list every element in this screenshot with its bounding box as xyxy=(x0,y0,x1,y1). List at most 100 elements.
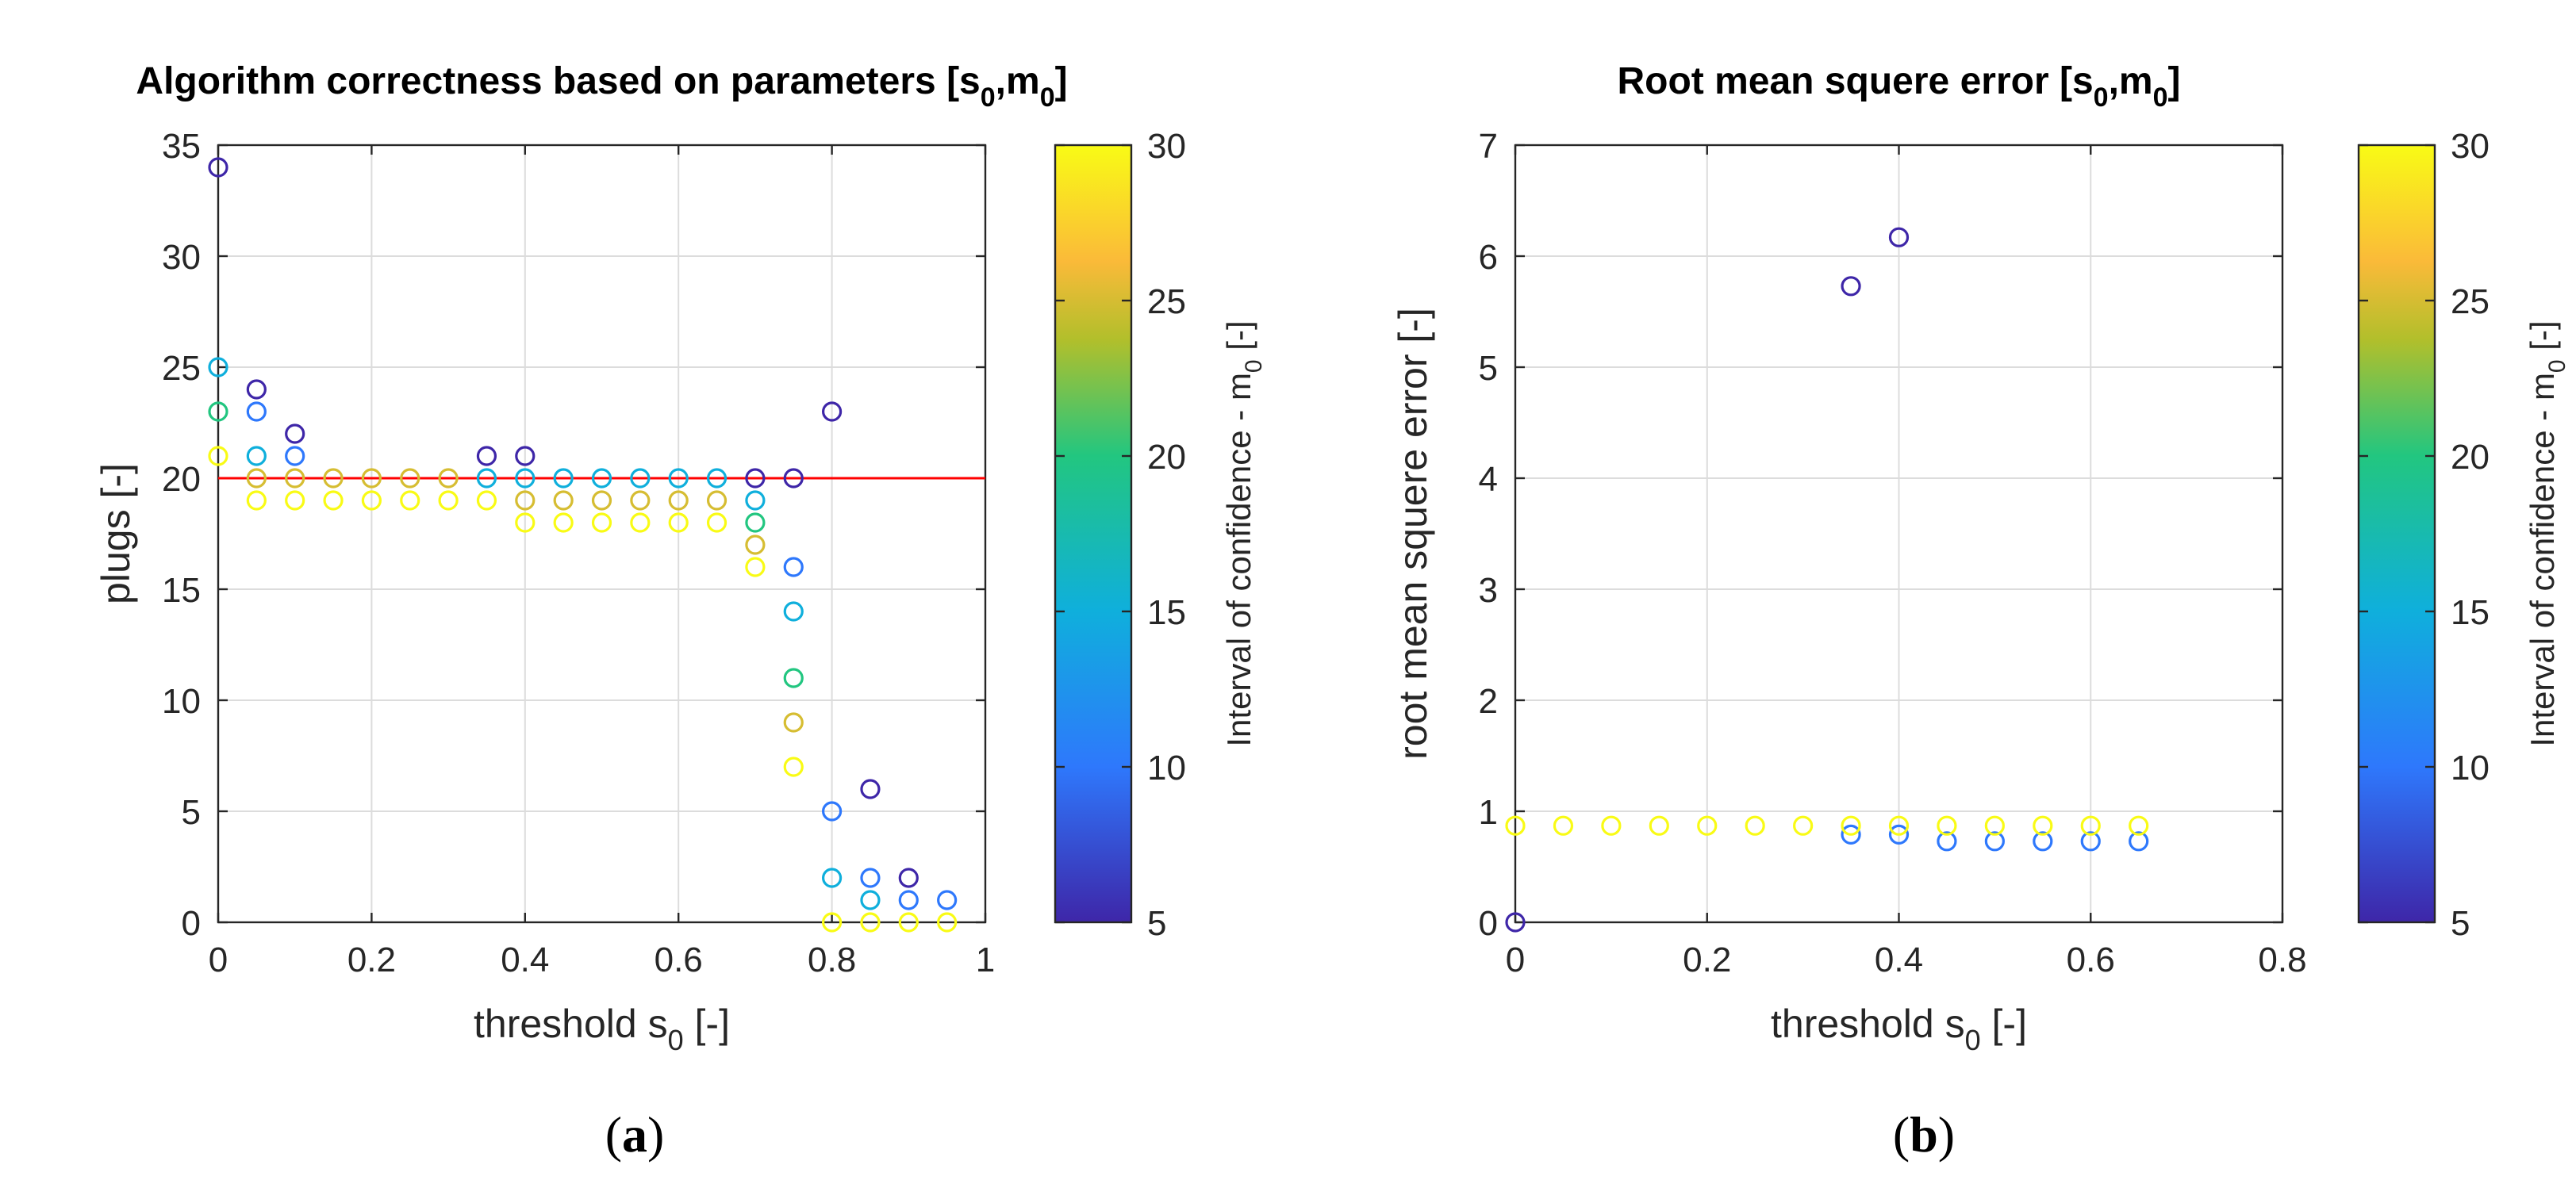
colorbar-tick-label: 20 xyxy=(1147,438,1186,477)
x-tick-label: 0.6 xyxy=(2067,941,2115,979)
series-m0-5 xyxy=(1505,227,1910,933)
x-axis-label-text: threshold s xyxy=(1771,1002,1965,1046)
data-point xyxy=(285,423,305,444)
data-point xyxy=(2129,831,2149,852)
y-tick-label: 25 xyxy=(162,349,201,388)
colorbar-frame xyxy=(1054,144,1133,924)
panel-label-paren: ) xyxy=(647,1106,664,1163)
panel-label: (b) xyxy=(1893,1106,1955,1163)
data-point xyxy=(285,490,305,511)
data-point xyxy=(1984,831,2005,852)
panel-label-letter: a xyxy=(622,1106,647,1163)
data-point xyxy=(400,490,420,511)
plot-area-frame xyxy=(217,144,987,924)
data-point xyxy=(208,357,228,377)
x-axis-label-text: [-] xyxy=(1981,1002,2027,1046)
x-tick-label: 1 xyxy=(976,941,995,979)
data-point xyxy=(898,868,919,888)
panel-label: (a) xyxy=(605,1106,665,1163)
data-point xyxy=(630,468,651,489)
data-point xyxy=(706,512,727,533)
chart-title-subscript: 0 xyxy=(2153,82,2168,113)
data-point xyxy=(323,490,344,511)
data-point xyxy=(476,446,497,466)
data-point xyxy=(821,912,843,933)
data-point xyxy=(2080,815,2101,836)
colorbar-tick-label: 30 xyxy=(1147,127,1186,166)
data-point xyxy=(745,512,766,533)
colorbar-label-text: [-] xyxy=(1220,320,1257,359)
data-point xyxy=(898,912,919,933)
y-tick-label: 1 xyxy=(1479,793,1498,832)
x-axis-label: threshold s0 [-] xyxy=(1771,1002,2027,1056)
x-axis-label-text: threshold s xyxy=(474,1002,668,1046)
data-point xyxy=(1841,815,1861,836)
data-point xyxy=(1888,227,1910,247)
x-axis-label-subscript: 0 xyxy=(1965,1024,1981,1056)
data-point xyxy=(783,557,804,577)
series-m0-30 xyxy=(1505,815,2149,836)
chart-title-text: ] xyxy=(2168,60,2181,102)
y-tick-label: 0 xyxy=(1479,904,1498,943)
x-tick-label: 0.8 xyxy=(808,941,856,979)
colorbar-tick-label: 5 xyxy=(2451,904,2470,943)
chart-title-subscript: 0 xyxy=(981,82,996,113)
data-point xyxy=(821,401,843,422)
data-point xyxy=(515,512,536,533)
data-point xyxy=(860,868,881,888)
data-point xyxy=(860,890,881,910)
data-point xyxy=(553,490,574,511)
data-point xyxy=(745,557,766,577)
data-point xyxy=(783,757,804,777)
x-tick-label: 0.2 xyxy=(347,941,396,979)
data-point xyxy=(591,468,612,489)
data-point xyxy=(860,779,881,799)
y-axis-label: root mean squere error [-] xyxy=(1391,308,1435,760)
data-point xyxy=(246,468,267,489)
chart-title: Algorithm correctness based on parameter… xyxy=(136,60,1067,113)
data-point xyxy=(1601,815,1622,836)
y-tick-label: 3 xyxy=(1479,571,1498,610)
data-point xyxy=(668,490,689,511)
x-tick-label: 0.4 xyxy=(501,941,549,979)
data-point xyxy=(400,468,420,489)
data-point xyxy=(860,912,881,933)
data-point xyxy=(1841,824,1861,845)
colorbar-tick-label: 15 xyxy=(1147,593,1186,632)
y-tick-label: 5 xyxy=(1479,349,1498,388)
panel-label-letter: b xyxy=(1910,1106,1938,1163)
data-point xyxy=(438,468,459,489)
y-tick-label: 35 xyxy=(162,127,201,166)
data-point xyxy=(246,446,267,466)
data-point xyxy=(745,468,766,489)
colorbar-tick-label: 5 xyxy=(1147,904,1166,943)
data-point xyxy=(323,468,344,489)
chart-title-text: Root mean squere error [s xyxy=(1617,60,2093,102)
data-point xyxy=(630,490,651,511)
chart-title-text: ] xyxy=(1055,60,1068,102)
data-point xyxy=(361,490,382,511)
series-m0-5 xyxy=(208,157,919,888)
data-point xyxy=(1697,815,1718,836)
data-point xyxy=(553,512,574,533)
data-point xyxy=(591,512,612,533)
y-tick-label: 7 xyxy=(1479,127,1498,166)
data-point xyxy=(1888,815,1910,836)
data-point xyxy=(208,401,228,422)
colorbar-tick-label: 10 xyxy=(2451,749,2490,787)
x-axis-label-text: [-] xyxy=(684,1002,730,1046)
colorbar: 5 10 15 20 25 30 Interval of confidence - m0 [… xyxy=(2357,127,2570,943)
data-point xyxy=(630,512,651,533)
colorbar-label-text: Interval of confidence - m xyxy=(2524,373,2561,747)
series-m0-10 xyxy=(1841,824,2149,852)
y-tick-label: 15 xyxy=(162,571,201,610)
data-point xyxy=(285,468,305,489)
data-point xyxy=(745,490,766,511)
data-point xyxy=(1888,824,1910,845)
chart-title: Root mean squere error [s0,m0] xyxy=(1617,60,2180,113)
data-point xyxy=(1505,912,1526,933)
y-tick-label: 0 xyxy=(182,904,201,943)
data-point xyxy=(783,601,804,622)
